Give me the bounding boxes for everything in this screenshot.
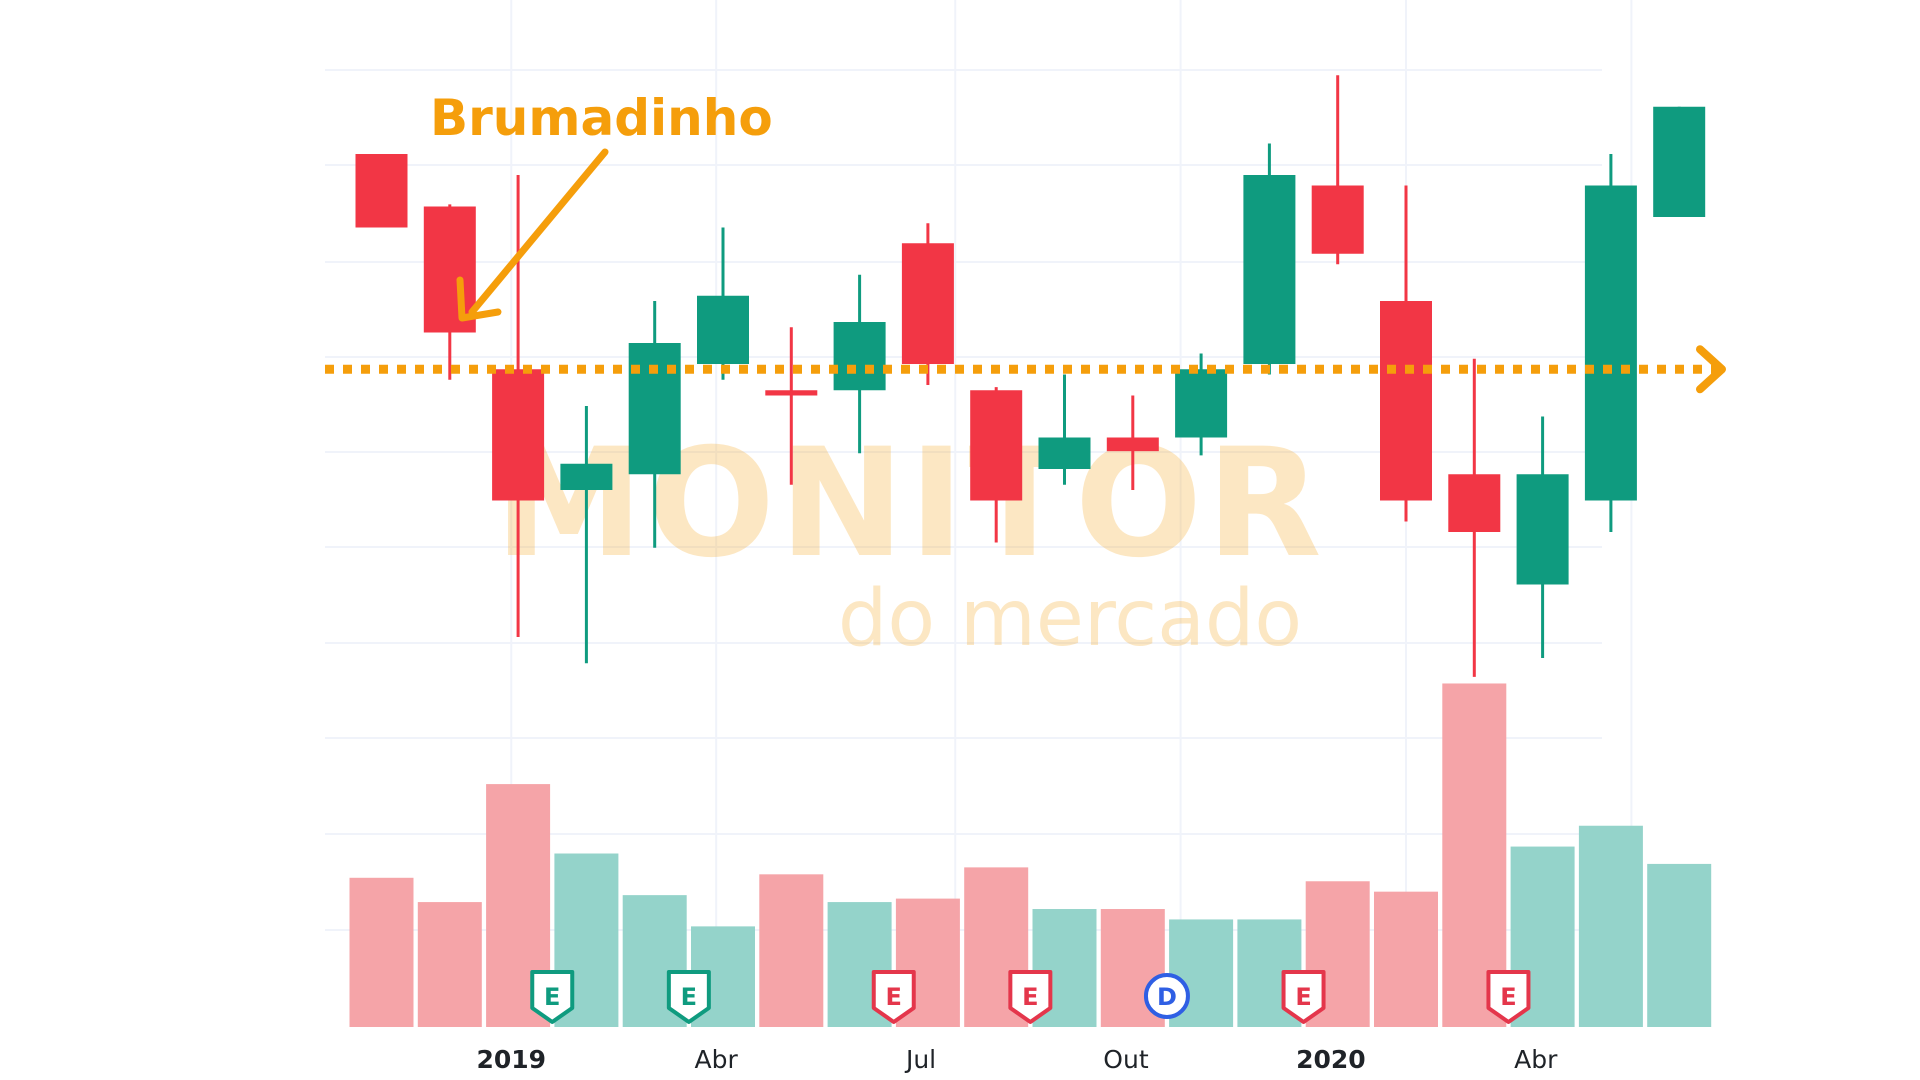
candle-body (1516, 474, 1569, 585)
earnings-marker[interactable]: E (1008, 970, 1053, 1024)
earnings-marker[interactable]: E (1486, 970, 1531, 1024)
candle-body (901, 243, 954, 364)
event-marker-label: E (1500, 983, 1516, 1011)
annotation-label: Brumadinho (430, 89, 773, 147)
candle-body (765, 390, 818, 396)
event-marker-label: E (1295, 983, 1311, 1011)
candle-body (492, 369, 545, 501)
earnings-marker[interactable]: E (530, 970, 575, 1024)
watermark-line2: do mercado (838, 574, 1302, 664)
earnings-marker-badge (871, 970, 916, 1024)
candle-body (560, 463, 613, 490)
volume-bar (1647, 863, 1712, 1027)
candle-body (833, 322, 886, 391)
candle-body (1175, 369, 1228, 438)
earnings-marker-badge (1486, 970, 1531, 1024)
volume-bar (417, 902, 482, 1027)
candle-body (1106, 437, 1159, 452)
x-axis: 2019 Abr Jul Out 2020 Abr (476, 1045, 1558, 1074)
candle-body (1380, 301, 1432, 501)
annotation: Brumadinho (430, 89, 773, 322)
volume-bar (759, 874, 824, 1027)
price-candles (355, 75, 1706, 677)
x-tick-label: Jul (904, 1045, 936, 1074)
volume-bar (1442, 683, 1507, 1027)
candle-body (423, 206, 476, 333)
earnings-marker[interactable]: E (1281, 970, 1326, 1024)
event-marker-label: D (1157, 983, 1177, 1011)
candle-body (355, 154, 408, 228)
reference-line-arrow (1696, 345, 1726, 394)
x-tick-label: 2020 (1296, 1045, 1366, 1074)
candle-body (970, 390, 1023, 501)
candle-body (1653, 106, 1706, 217)
reference-line (325, 345, 1726, 394)
volume-bar (349, 877, 414, 1027)
event-marker-label: E (544, 983, 560, 1011)
event-marker-label: E (681, 983, 697, 1011)
annotation-arrow-head (456, 276, 502, 322)
x-tick-label: 2019 (476, 1045, 546, 1074)
x-tick-label: Abr (1514, 1045, 1558, 1074)
candle-body (1243, 175, 1296, 364)
earnings-marker-badge (530, 970, 575, 1024)
annotation-arrow-shaft (468, 148, 609, 316)
volume-bar (1578, 825, 1643, 1027)
watermark: MONITOR do mercado (494, 417, 1321, 664)
earnings-marker[interactable]: E (871, 970, 916, 1024)
earnings-marker[interactable]: E (666, 970, 711, 1024)
candle-body (1311, 185, 1364, 254)
candle-body (697, 295, 749, 364)
candle-body (1038, 437, 1091, 469)
dividend-marker-badge (1143, 973, 1190, 1019)
earnings-marker-badge (1281, 970, 1326, 1024)
chart-grid (325, 0, 1633, 1027)
event-marker-label: E (886, 983, 902, 1011)
earnings-marker-badge (666, 970, 711, 1024)
x-tick-label: Abr (695, 1045, 739, 1074)
earnings-marker-badge (1008, 970, 1053, 1024)
candle-body (1584, 185, 1637, 501)
dividend-marker[interactable]: D (1143, 973, 1190, 1019)
event-marker-label: E (1022, 983, 1038, 1011)
volume-bar (1374, 891, 1438, 1027)
x-tick-label: Out (1103, 1045, 1149, 1074)
candle-body (628, 343, 681, 475)
candle-body (1448, 474, 1501, 532)
